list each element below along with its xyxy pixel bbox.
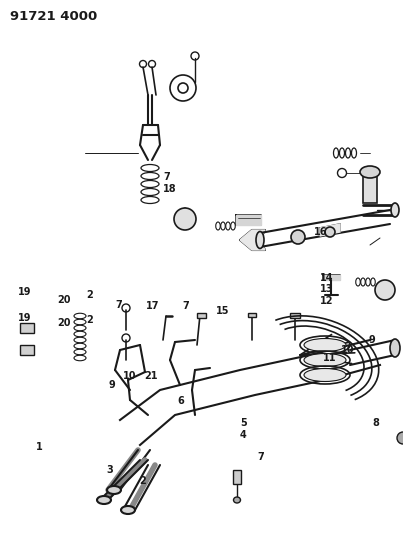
Text: 19: 19	[18, 287, 31, 297]
Ellipse shape	[360, 166, 380, 178]
Bar	[248, 313, 256, 317]
Ellipse shape	[97, 496, 111, 504]
Text: 6: 6	[177, 396, 184, 406]
Bar	[290, 313, 300, 318]
Ellipse shape	[256, 231, 264, 248]
Ellipse shape	[304, 368, 346, 382]
Text: 4: 4	[240, 430, 247, 440]
Bar	[363, 175, 377, 203]
Text: 91721 4000: 91721 4000	[10, 10, 97, 23]
Text: 9: 9	[108, 380, 115, 390]
Text: 7: 7	[116, 300, 123, 310]
Text: 14: 14	[320, 273, 334, 282]
Text: 18: 18	[163, 184, 177, 194]
Text: 8: 8	[373, 418, 380, 427]
Text: 13: 13	[320, 285, 334, 294]
Text: 16: 16	[314, 227, 327, 237]
Ellipse shape	[325, 227, 335, 237]
Ellipse shape	[390, 339, 400, 357]
Circle shape	[397, 432, 403, 444]
Ellipse shape	[391, 203, 399, 217]
Polygon shape	[236, 215, 261, 225]
Circle shape	[291, 230, 305, 244]
Text: 21: 21	[144, 372, 158, 381]
Text: 1: 1	[36, 442, 43, 451]
Text: 20: 20	[58, 295, 71, 304]
Bar	[20, 345, 34, 355]
Bar	[233, 470, 241, 484]
Bar	[20, 323, 34, 333]
Ellipse shape	[304, 353, 346, 367]
Text: 10: 10	[123, 372, 136, 381]
Text: 2: 2	[87, 290, 93, 300]
Ellipse shape	[233, 497, 241, 503]
Polygon shape	[323, 275, 340, 280]
Text: 19: 19	[18, 313, 31, 323]
Circle shape	[174, 208, 196, 230]
Text: 17: 17	[146, 301, 159, 311]
Text: 5: 5	[240, 418, 247, 427]
Polygon shape	[320, 224, 340, 236]
Text: 7: 7	[257, 452, 264, 462]
Text: 11: 11	[323, 353, 337, 363]
Ellipse shape	[121, 506, 135, 514]
Text: 3: 3	[107, 465, 114, 475]
Text: 12: 12	[320, 296, 334, 306]
Text: 15: 15	[216, 306, 230, 316]
Bar	[197, 313, 206, 318]
Text: 2: 2	[87, 315, 93, 325]
Ellipse shape	[304, 338, 346, 351]
Text: 7: 7	[163, 172, 170, 182]
Text: 2: 2	[139, 477, 146, 486]
Text: 10: 10	[341, 345, 354, 354]
Polygon shape	[240, 230, 265, 250]
Text: 20: 20	[58, 318, 71, 328]
Circle shape	[375, 280, 395, 300]
Ellipse shape	[107, 486, 121, 494]
Text: 7: 7	[182, 301, 189, 311]
Text: 9: 9	[369, 335, 376, 345]
